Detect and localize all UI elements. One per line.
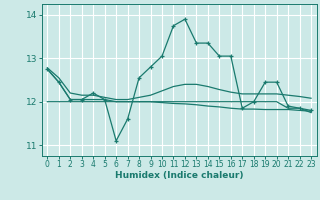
X-axis label: Humidex (Indice chaleur): Humidex (Indice chaleur) — [115, 171, 244, 180]
